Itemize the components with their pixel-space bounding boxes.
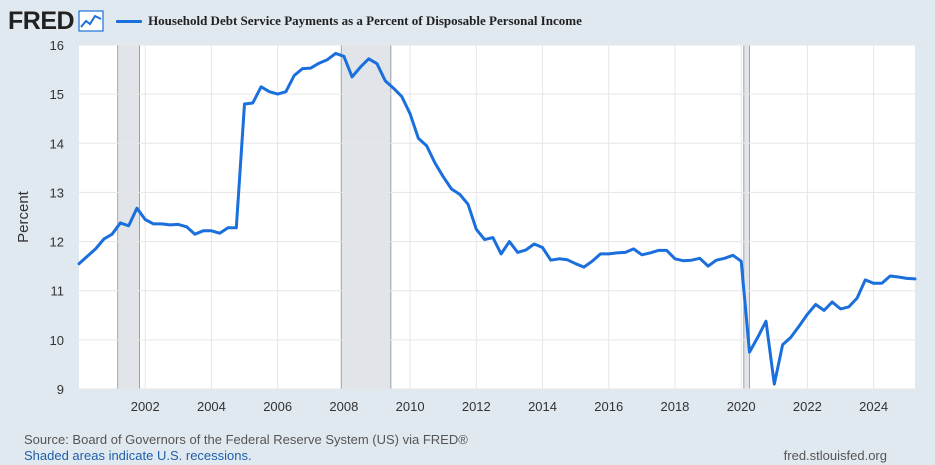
x-tick-label: 2010	[396, 399, 425, 414]
line-chart: 9 10 11 12 13 14 15 16 2002 2004 2006 2008 2010 2012…	[15, 38, 917, 414]
x-axis-ticks: 2002 2004 2006 2008 2010 2012 2014 2016 2018 2020…	[131, 399, 888, 414]
series-line[interactable]	[77, 51, 917, 386]
chart-header: FRED Household Debt Service Payments as …	[8, 6, 582, 36]
legend: Household Debt Service Payments as a Per…	[116, 13, 582, 29]
x-tick-label: 2002	[131, 399, 160, 414]
x-tick-label: 2016	[594, 399, 623, 414]
line-graph-icon	[78, 10, 104, 32]
source-text: Source: Board of Governors of the Federa…	[24, 432, 468, 447]
y-tick-label: 12	[50, 235, 64, 250]
x-tick-label: 2004	[197, 399, 226, 414]
site-url[interactable]: fred.stlouisfed.org	[783, 448, 887, 463]
plot-area	[79, 45, 915, 389]
x-tick-label: 2014	[528, 399, 557, 414]
x-tick-label: 2022	[793, 399, 822, 414]
source-note: Source: Board of Governors of the Federa…	[24, 432, 468, 464]
y-axis-ticks: 9 10 11 12 13 14 15 16	[50, 38, 64, 397]
x-tick-label: 2008	[329, 399, 358, 414]
fred-logo[interactable]: FRED	[8, 6, 75, 35]
x-tick-label: 2018	[660, 399, 689, 414]
x-tick-label: 2020	[727, 399, 756, 414]
y-tick-label: 15	[50, 87, 64, 102]
x-tick-label: 2012	[462, 399, 491, 414]
y-tick-label: 10	[50, 333, 64, 348]
recession-band	[117, 44, 140, 390]
x-tick-label: 2024	[859, 399, 888, 414]
legend-swatch	[116, 19, 143, 23]
legend-label: Household Debt Service Payments as a Per…	[148, 13, 582, 28]
y-tick-label: 13	[50, 185, 64, 200]
gridlines	[79, 44, 915, 390]
y-tick-label: 16	[50, 38, 64, 53]
x-tick-label: 2006	[263, 399, 292, 414]
recession-note: Shaded areas indicate U.S. recessions.	[24, 448, 252, 463]
series-layer	[77, 51, 917, 386]
y-tick-label: 11	[51, 284, 65, 299]
y-axis-label: Percent	[15, 190, 32, 243]
y-tick-label: 9	[57, 382, 64, 397]
y-tick-label: 14	[50, 136, 64, 151]
recession-band	[340, 44, 392, 390]
recession-shading	[117, 44, 750, 390]
